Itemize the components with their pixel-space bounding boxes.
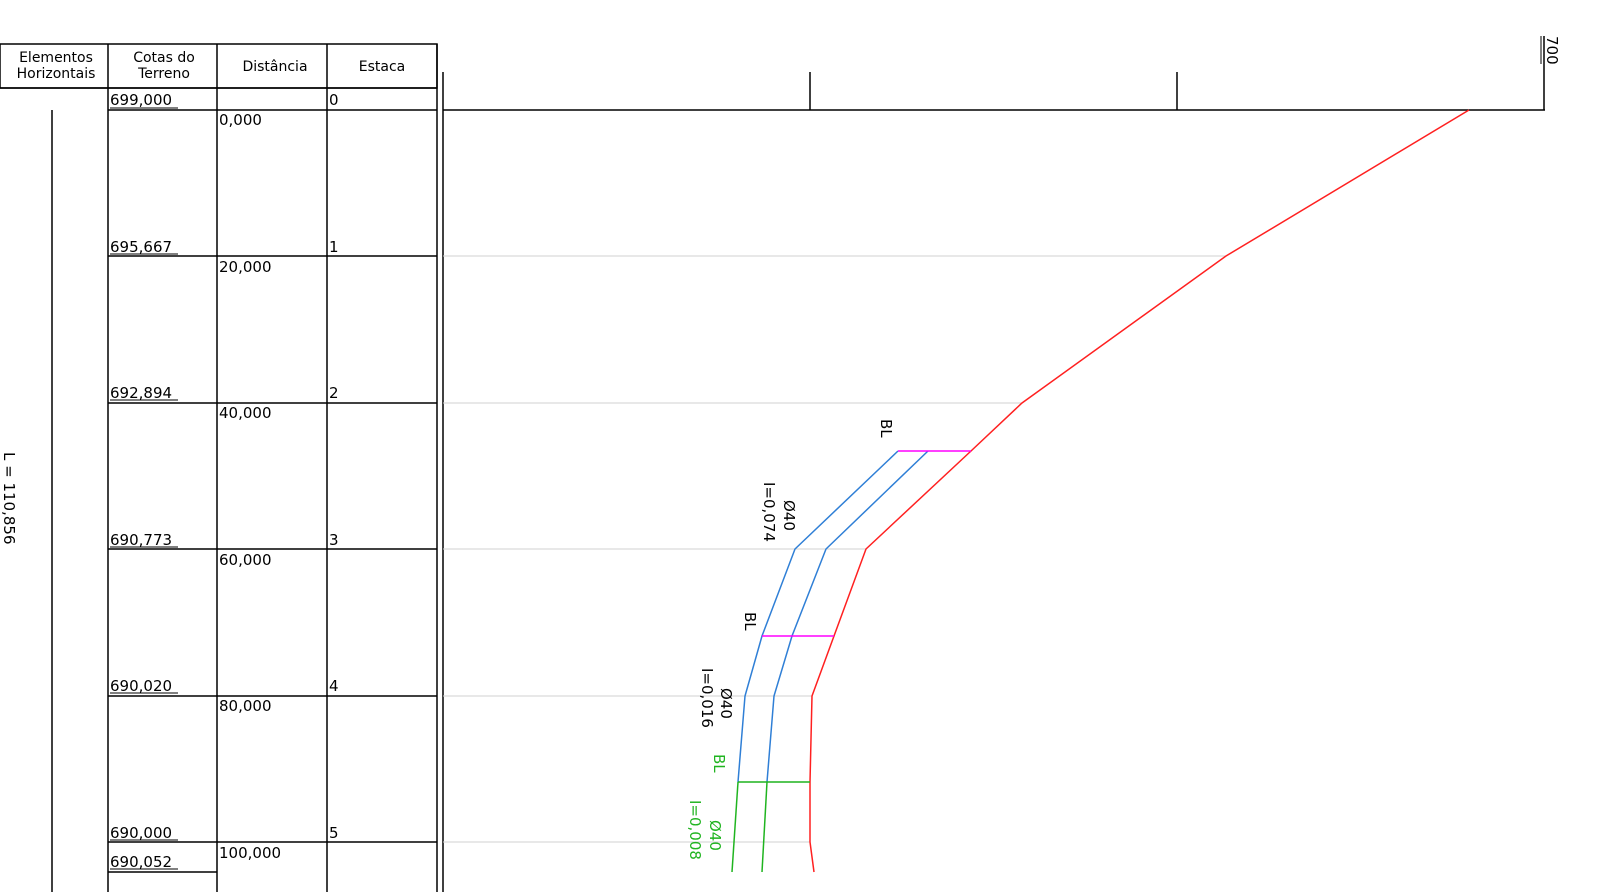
estaca-1: 1 (329, 238, 339, 256)
distancia-0: 0,000 (219, 111, 262, 129)
annotation-diameter-2: Ø40 (717, 688, 735, 719)
cota-4: 690,020 (110, 677, 172, 695)
cota-5: 690,000 (110, 824, 172, 842)
distancia-5: 100,000 (219, 844, 281, 862)
annotation-diameter-1: Ø40 (780, 500, 798, 531)
elevation-scale-label: 700 (1543, 36, 1561, 65)
cota-0: 699,000 (110, 91, 172, 109)
annotation-slope-3: I=0,008 (686, 800, 704, 860)
cota-3: 690,773 (110, 531, 172, 549)
annotation-slope-2: I=0,016 (698, 668, 716, 728)
station-guide-lines (443, 255, 1226, 843)
header-cotas-2: Terreno (137, 66, 190, 82)
elevation-axis (443, 36, 1545, 111)
header-cotas-1: Cotas do (133, 50, 195, 66)
cota-extra: 690,052 (110, 853, 172, 871)
estaca-4: 4 (329, 677, 339, 695)
estaca-3: 3 (329, 531, 339, 549)
estaca-2: 2 (329, 384, 339, 402)
table-grid (0, 43, 444, 892)
header-elementos-2: Horizontais (17, 66, 96, 82)
distancia-1: 20,000 (219, 258, 272, 276)
annotation-bl-3: BL (710, 754, 728, 773)
distancia-4: 80,000 (219, 697, 272, 715)
annotation-diameter-3: Ø40 (706, 820, 724, 851)
horizontal-length-label: L = 110,856 (0, 452, 18, 545)
annotation-slope-1: I=0,074 (760, 482, 778, 542)
estaca-5: 5 (329, 824, 339, 842)
annotation-bl-1: BL (877, 419, 895, 438)
header-distancia: Distância (242, 59, 307, 75)
estaca-0: 0 (329, 91, 339, 109)
cota-1: 695,667 (110, 238, 172, 256)
distancia-2: 40,000 (219, 404, 272, 422)
annotation-bl-2: BL (741, 612, 759, 631)
pipe-green-outer-line (761, 781, 768, 873)
header-elementos-1: Elementos (19, 50, 93, 66)
cota-2: 692,894 (110, 384, 172, 402)
terrain-profile-line (809, 109, 1470, 873)
pipe-green-inner-line (731, 781, 739, 873)
header-estaca: Estaca (359, 59, 405, 75)
distancia-3: 60,000 (219, 551, 272, 569)
